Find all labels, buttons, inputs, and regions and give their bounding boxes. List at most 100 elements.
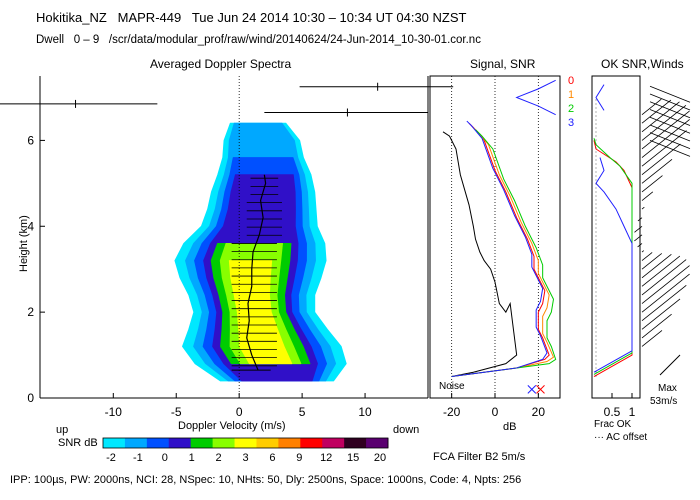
velocity-axis-label: Doppler Velocity (m/s) (178, 420, 286, 432)
spectra-heatmap (174, 122, 347, 382)
colorbar-tick-label: 20 (374, 452, 386, 464)
header-line-1: Hokitika_NZ MAPR-449 Tue Jun 24 2014 10:… (36, 10, 466, 25)
signal-x-tick-label: 0 (492, 405, 499, 419)
wind-barb (641, 259, 687, 296)
signal-series-noise (442, 131, 518, 378)
wind-barb (641, 253, 672, 279)
colorbar-swatch (168, 438, 192, 448)
colorbar-swatch (322, 438, 345, 448)
spectra-axes: -10 -5 0 5 10 0 2 4 6 (27, 76, 429, 419)
wind-barb (641, 273, 690, 313)
x-tick-label: 10 (358, 405, 372, 419)
signal-axes: -20 0 20 (429, 75, 561, 419)
signal-x-tick-label: -20 (443, 405, 461, 419)
date-time: Tue Jun 24 2014 10:30 – 10:34 UT 04:30 N… (191, 10, 467, 25)
winds-x-tick-label: 1 (629, 405, 636, 419)
signal-series-3-top (515, 79, 556, 116)
snr-colorbar: -2 -1 0 1 2 3 6 9 12 15 20 (102, 437, 389, 464)
colorbar-swatch (190, 438, 214, 448)
wind-barb (641, 250, 645, 253)
wind-barb (641, 252, 653, 261)
filter-label: FCA Filter B2 5m/s (433, 451, 526, 463)
signal-series-0 (451, 122, 550, 378)
y-tick-label: 2 (27, 305, 34, 319)
colorbar-tick-label: 1 (189, 452, 195, 464)
noise-marker-stroke (536, 385, 545, 394)
wind-barbs (634, 85, 691, 347)
max-label: Max (658, 383, 677, 394)
wind-barb (634, 225, 643, 233)
wind-barb (637, 243, 643, 248)
ac-offset-text: AC offset (606, 432, 648, 443)
winds-axes: 0.5 1 (591, 75, 641, 419)
colorbar-tick-label: 3 (242, 452, 248, 464)
colorbar-tick-label: 6 (269, 452, 275, 464)
noise-marker-1 (536, 385, 545, 394)
legend-entry-0: 0 (568, 75, 574, 87)
wind-barb (641, 158, 673, 184)
height-axis-label: Height (km) (18, 215, 30, 272)
frac-ok-top-squiggle (595, 84, 605, 111)
wind-barb-upper (649, 116, 691, 134)
header-line-2: Dwell 0 – 9 /scr/data/modular_prof/raw/w… (36, 34, 481, 46)
wind-barb (641, 119, 690, 158)
error-bar-0 (0, 99, 158, 108)
colorbar-frame (102, 437, 389, 449)
max-value: 53m/s (650, 396, 678, 407)
wind-barb (641, 130, 687, 167)
spectrum-lines (231, 177, 282, 367)
signal-series-1 (451, 127, 555, 378)
colorbar-tick-label: 12 (320, 452, 332, 464)
x-tick-label: 0 (236, 405, 243, 419)
wind-barb (641, 98, 662, 115)
x-tick-label: -10 (105, 405, 123, 419)
colorbar-swatch (146, 438, 170, 448)
noise-marker-stroke (527, 385, 537, 394)
site-name: Hokitika_NZ (36, 10, 107, 25)
wind-barb (641, 191, 654, 201)
colorbar-swatch (124, 438, 148, 448)
x-tick-label: -5 (171, 405, 182, 419)
y-tick-label: 6 (27, 133, 34, 147)
instrument-name: MAPR-449 (117, 10, 182, 25)
ac-offset-label: ··· AC offset (594, 432, 648, 443)
colorbar-swatch (212, 438, 236, 448)
wind-barb (641, 265, 690, 304)
db-axis-label: dB (503, 421, 517, 433)
wind-barb (641, 330, 663, 347)
colorbar-tick-label: 2 (216, 452, 222, 464)
wind-barb (641, 143, 681, 176)
wind-barb (641, 298, 681, 330)
colorbar-tick-label: -1 (133, 452, 143, 464)
colorbar-swatch (256, 438, 279, 448)
dwell-range: 0 – 9 (73, 34, 100, 46)
up-label: up (56, 424, 69, 436)
legend-entry-2: 2 (568, 103, 574, 115)
radial-velocity-profile (246, 174, 267, 371)
wind-barb (641, 284, 687, 322)
colorbar-swatch (278, 438, 301, 448)
snr-db-label: SNR dB (58, 437, 98, 449)
colorbar-tick-label: 0 (162, 452, 168, 464)
wind-scale-arrow (659, 354, 681, 376)
wind-barb (634, 234, 643, 242)
wind-barb-upper (649, 132, 691, 150)
wind-barb (641, 175, 663, 193)
frac-ok-line-1 (593, 138, 633, 375)
noise-marker-0 (527, 385, 537, 394)
y-tick-label: 0 (27, 391, 34, 405)
wind-barb-upper (649, 109, 691, 126)
wind-barb (641, 253, 663, 270)
wind-barb-upper (649, 124, 691, 142)
colorbar-tick-label: -2 (106, 452, 116, 464)
signal-series-3 (451, 120, 548, 378)
wind-barb-upper (649, 93, 691, 111)
winds-frame (591, 75, 641, 399)
colorbar-swatch (103, 438, 126, 448)
signal-x-tick-label: 20 (532, 405, 546, 419)
colorbar-tick-label: 15 (347, 452, 359, 464)
signal-series-2 (451, 129, 557, 378)
spectra-title: Averaged Doppler Spectra (150, 57, 292, 71)
wind-barb (641, 206, 645, 210)
